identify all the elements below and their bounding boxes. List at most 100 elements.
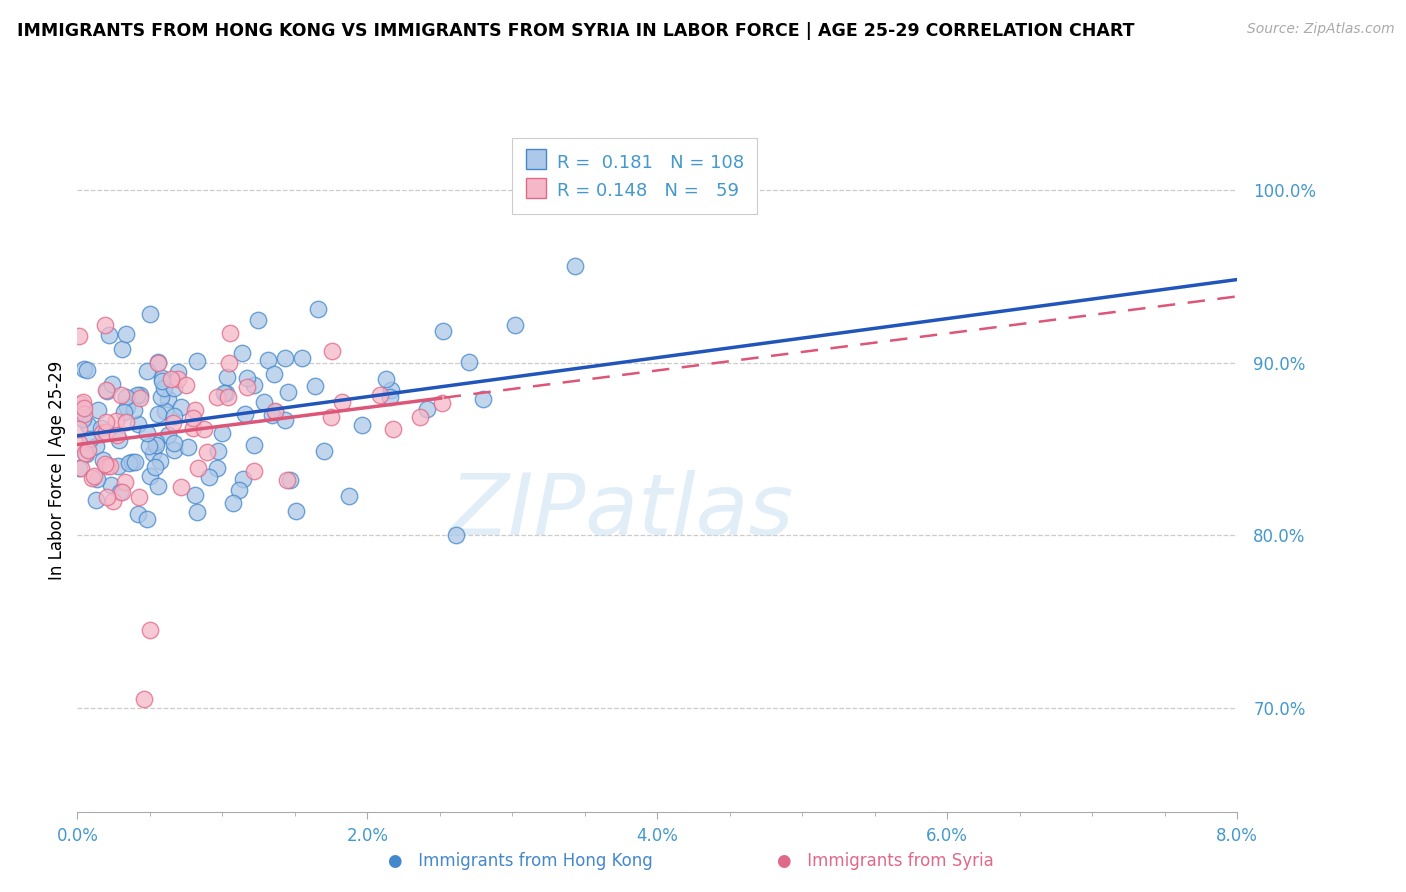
Point <box>263 405 285 419</box>
Point <box>382 421 405 435</box>
Point <box>69 403 91 417</box>
Point <box>143 459 166 474</box>
Point <box>75 447 97 461</box>
Text: ●   Immigrants from Hong Kong: ● Immigrants from Hong Kong <box>388 852 652 870</box>
Point <box>236 380 259 394</box>
Point <box>232 472 254 486</box>
Point <box>79 432 101 446</box>
Point <box>70 397 93 411</box>
Point <box>73 407 96 421</box>
Point <box>114 475 136 489</box>
Point <box>321 343 343 358</box>
Point <box>67 329 90 343</box>
Point <box>274 351 297 366</box>
Point <box>124 455 146 469</box>
Text: Source: ZipAtlas.com: Source: ZipAtlas.com <box>1247 22 1395 37</box>
Point <box>162 416 184 430</box>
Point <box>285 504 308 518</box>
Point <box>67 460 90 475</box>
Point <box>150 371 173 385</box>
Point <box>101 376 124 391</box>
Point <box>94 383 117 397</box>
Point <box>432 396 454 410</box>
Point <box>83 468 105 483</box>
Point <box>177 440 200 454</box>
Point <box>222 496 245 510</box>
Point <box>167 365 190 379</box>
Point <box>76 418 98 433</box>
Point <box>160 372 183 386</box>
Text: IMMIGRANTS FROM HONG KONG VS IMMIGRANTS FROM SYRIA IN LABOR FORCE | AGE 25-29 CO: IMMIGRANTS FROM HONG KONG VS IMMIGRANTS … <box>17 22 1135 40</box>
Point <box>380 390 402 404</box>
Point <box>132 692 155 706</box>
Point <box>142 446 165 460</box>
Point <box>174 378 197 392</box>
Point <box>276 473 298 487</box>
Point <box>205 390 228 404</box>
Point <box>148 355 170 369</box>
Point <box>217 369 239 384</box>
Point <box>263 368 285 382</box>
Point <box>155 404 177 418</box>
Point <box>153 381 176 395</box>
Point <box>163 409 186 424</box>
Point <box>96 384 118 398</box>
Point <box>114 390 136 404</box>
Point <box>121 455 143 469</box>
Point <box>117 456 139 470</box>
Text: ZIPatlas: ZIPatlas <box>450 470 794 553</box>
Point <box>97 328 120 343</box>
Point <box>129 388 152 402</box>
Point <box>157 428 180 442</box>
Point <box>139 307 162 321</box>
Point <box>233 407 256 421</box>
Point <box>457 355 479 369</box>
Point <box>108 434 131 448</box>
Point <box>319 409 342 424</box>
Point <box>150 374 173 388</box>
Point <box>73 401 96 416</box>
Point <box>136 426 159 441</box>
Point <box>167 372 190 386</box>
Point <box>243 464 266 478</box>
Point <box>115 400 138 414</box>
Point <box>91 452 114 467</box>
Point <box>260 408 283 422</box>
Point <box>138 624 160 638</box>
Point <box>136 364 159 378</box>
Point <box>77 443 100 458</box>
Point <box>181 411 204 425</box>
Point <box>145 435 167 450</box>
Point <box>67 436 90 450</box>
Point <box>217 390 239 404</box>
Point <box>163 443 186 458</box>
Point <box>278 473 301 487</box>
Point <box>138 439 160 453</box>
Point <box>415 402 437 417</box>
Point <box>98 459 121 474</box>
Point <box>76 442 98 456</box>
Point <box>368 388 391 402</box>
Point <box>84 439 107 453</box>
Text: ●   Immigrants from Syria: ● Immigrants from Syria <box>778 852 994 870</box>
Point <box>375 372 398 386</box>
Point <box>146 356 169 370</box>
Point <box>211 425 233 440</box>
Point <box>193 422 215 436</box>
Point <box>96 490 118 504</box>
Point <box>187 461 209 475</box>
Point <box>139 469 162 483</box>
Point <box>122 403 145 417</box>
Point <box>207 444 229 458</box>
Point <box>149 390 172 404</box>
Point <box>110 388 132 402</box>
Point <box>170 400 193 414</box>
Point <box>128 490 150 504</box>
Point <box>564 259 586 273</box>
Point <box>94 415 117 429</box>
Point <box>90 421 112 435</box>
Point <box>170 480 193 494</box>
Point <box>236 371 259 385</box>
Point <box>107 459 129 474</box>
Legend: R =  0.181   N = 108, R = 0.148   N =   59: R = 0.181 N = 108, R = 0.148 N = 59 <box>512 138 756 214</box>
